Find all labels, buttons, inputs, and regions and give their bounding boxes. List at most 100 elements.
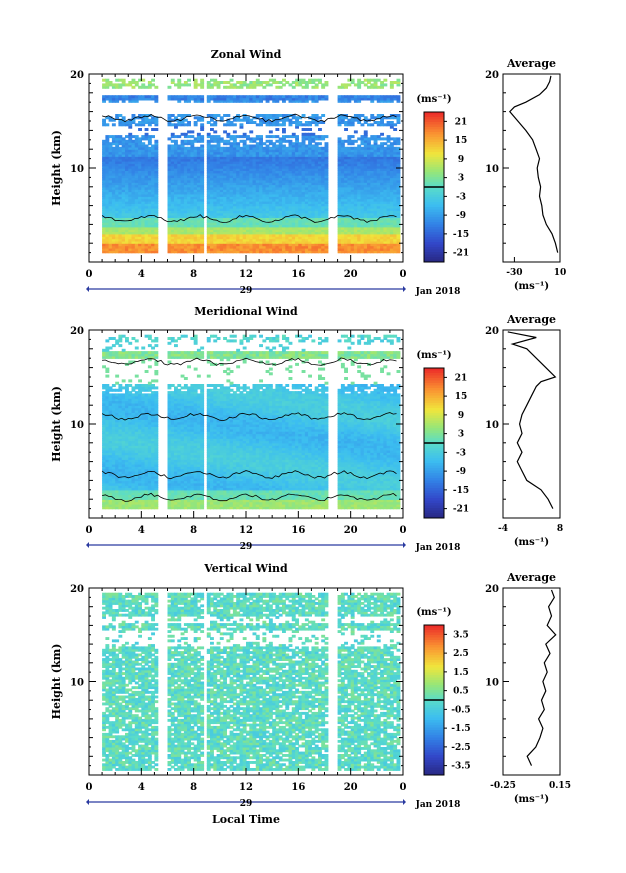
zonal-cell: [177, 184, 182, 188]
zonal-cell: [141, 186, 146, 190]
zonal-cell: [167, 153, 172, 157]
zonal-cell: [125, 149, 129, 153]
zonal-cell: [183, 250, 188, 254]
zonal-cell: [154, 198, 159, 202]
zonal-x-tick-label: 16: [291, 269, 305, 280]
zonal-cell: [134, 229, 139, 233]
zonal-cell: [138, 219, 142, 223]
zonal-cell: [105, 191, 110, 195]
zonal-cell: [151, 97, 155, 101]
zonal-cell: [141, 184, 146, 188]
zonal-cell: [183, 222, 188, 226]
zonal-cell: [125, 198, 129, 202]
zonal-cell: [111, 179, 116, 183]
zonal-cell: [151, 198, 155, 202]
zonal-cell: [128, 146, 133, 150]
zonal-cell: [115, 114, 120, 117]
zonal-x-tick-label: 8: [190, 269, 197, 280]
zonal-cell: [177, 219, 182, 223]
zonal-cell: [115, 149, 120, 153]
zonal-cell: [180, 153, 185, 157]
zonal-cell: [177, 81, 182, 84]
zonal-cell: [180, 123, 185, 127]
zonal-cell: [121, 226, 126, 230]
zonal-cell: [187, 135, 191, 139]
zonal-cell: [147, 245, 152, 249]
zonal-cell: [174, 139, 178, 143]
zonal-cell: [177, 144, 182, 148]
zonal-cell: [121, 83, 126, 87]
zonal-cell: [118, 142, 123, 146]
zonal-cell: [128, 205, 133, 209]
zonal-cell: [177, 191, 182, 195]
zonal-cell: [144, 240, 149, 244]
zonal-cell: [177, 146, 182, 150]
zonal-cell: [180, 231, 185, 235]
zonal-cell: [125, 203, 129, 207]
zonal-cell: [118, 250, 123, 254]
zonal-cell: [187, 231, 191, 235]
zonal-cell: [170, 231, 175, 235]
zonal-cell: [111, 224, 116, 228]
zonal-cell: [177, 83, 182, 87]
zonal-cell: [134, 116, 139, 120]
zonal-cell: [180, 158, 185, 162]
zonal-cell: [174, 243, 178, 247]
zonal-cell: [134, 243, 139, 247]
zonal-cell: [170, 205, 175, 209]
zonal-cell: [102, 170, 106, 174]
zonal-cell: [141, 233, 146, 237]
zonal-cell: [134, 137, 139, 141]
zonal-cell: [154, 200, 159, 204]
zonal-cell: [128, 236, 133, 240]
zonal-cell: [138, 179, 142, 183]
zonal-cell: [144, 210, 149, 214]
zonal-cell: [105, 222, 110, 226]
zonal-cell: [128, 132, 133, 136]
zonal-cell: [108, 160, 113, 164]
zonal-cell: [170, 78, 175, 82]
zonal-cell: [183, 203, 188, 207]
zonal-cell: [380, 132, 384, 136]
zonal-cell: [324, 142, 329, 146]
zonal-cell: [105, 175, 110, 179]
zonal-cell: [144, 95, 149, 99]
zonal-cell: [115, 219, 120, 223]
zonal-cell: [138, 198, 142, 202]
zonal-cell: [128, 215, 133, 218]
zonal-cell: [154, 212, 159, 216]
zonal-cell: [174, 83, 178, 87]
zonal-cell: [180, 151, 185, 155]
zonal-cell: [174, 217, 178, 221]
zonal-cell: [187, 175, 191, 179]
zonal-cell: [105, 83, 110, 87]
zonal-cell: [177, 238, 182, 242]
zonal-cell: [118, 118, 123, 122]
zonal-cell: [102, 97, 106, 101]
zonal-cell: [115, 231, 120, 235]
zonal-cell: [121, 116, 126, 120]
zonal-x-tick-label: 0: [86, 269, 93, 280]
zonal-cell: [128, 123, 133, 127]
zonal-cell: [108, 229, 113, 233]
zonal-cell: [128, 247, 133, 251]
zonal-cell: [177, 193, 182, 197]
zonal-cell: [118, 193, 123, 197]
zonal-cell: [115, 160, 120, 164]
zonal-cell: [177, 247, 182, 251]
zonal-cell: [144, 229, 149, 233]
zonal-cell: [180, 149, 185, 153]
zonal-cell: [108, 179, 113, 183]
zonal-cell: [174, 156, 178, 160]
zonal-cell: [180, 186, 185, 190]
zonal-date-bar-left-arrow: [86, 286, 89, 292]
zonal-cell: [183, 240, 188, 244]
zonal-cell: [170, 123, 175, 127]
zonal-cell: [167, 189, 172, 193]
zonal-cell: [115, 156, 120, 160]
zonal-cell: [167, 226, 172, 230]
zonal-cell: [187, 142, 191, 146]
zonal-cell: [121, 217, 126, 221]
zonal-cell: [187, 219, 191, 223]
zonal-cell: [187, 153, 191, 157]
